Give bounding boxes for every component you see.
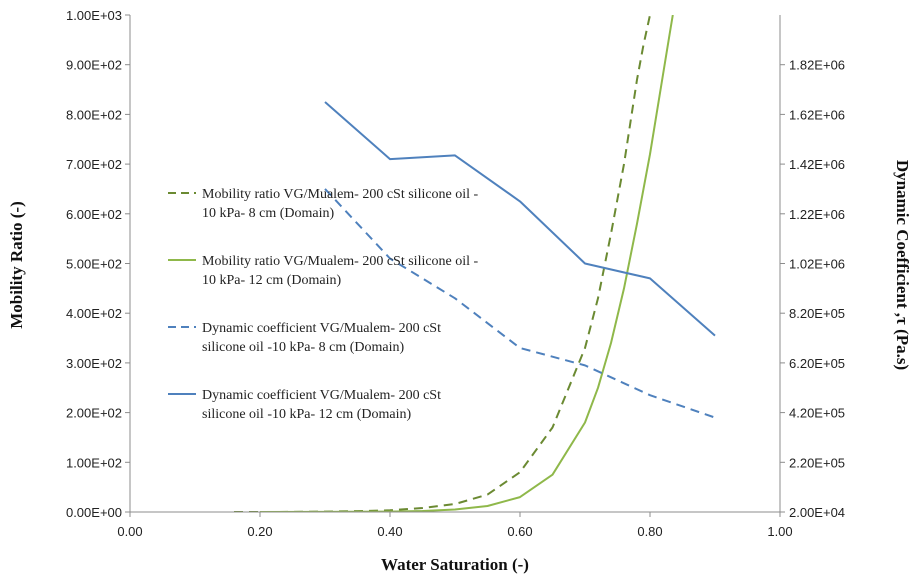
y-tick-label: 4.00E+02 <box>66 306 122 321</box>
y-tick-label: 6.00E+02 <box>66 207 122 222</box>
y2-tick-label: 2.20E+05 <box>789 455 845 470</box>
y-axis-title: Mobility Ratio (-) <box>7 201 26 328</box>
series-layer <box>234 15 716 512</box>
legend-label-4: Dynamic coefficient VG/Mualem- 200 cSt <box>202 388 441 403</box>
y2-axis-title: Dynamic Coefficient ,τ (Pa.s) <box>893 160 912 370</box>
legend: Mobility ratio VG/Mualem- 200 cSt silico… <box>168 187 479 422</box>
y2-tick-label: 1.82E+06 <box>789 58 845 73</box>
axes-layer: 0.00 0.20 0.40 0.60 0.80 1.00 0.00E+00 1.00E+02… <box>66 8 845 539</box>
legend-label-2: Mobility ratio VG/Mualem- 200 cSt silico… <box>202 254 479 269</box>
legend-label-3: silicone oil -10 kPa- 8 cm (Domain) <box>202 340 405 355</box>
y2-tick-label: 2.00E+04 <box>789 505 845 520</box>
legend-label-1: 10 kPa- 8 cm (Domain) <box>202 206 335 221</box>
y2-tick-label: 8.20E+05 <box>789 306 845 321</box>
y-tick-label: 7.00E+02 <box>66 157 122 172</box>
y-tick-label: 1.00E+03 <box>66 8 122 23</box>
y2-tick-label: 1.02E+06 <box>789 257 845 272</box>
x-tick-label: 0.00 <box>117 524 142 539</box>
legend-label-1: Mobility ratio VG/Mualem- 200 cSt silico… <box>202 187 479 202</box>
x-tick-label: 0.60 <box>507 524 532 539</box>
y2-tick-label: 1.22E+06 <box>789 207 845 222</box>
series-line-4 <box>324 101 716 337</box>
y-tick-label: 5.00E+02 <box>66 257 122 272</box>
y-tick-label: 2.00E+02 <box>66 406 122 421</box>
legend-label-3: Dynamic coefficient VG/Mualem- 200 cSt <box>202 321 441 336</box>
y-tick-label: 3.00E+02 <box>66 356 122 371</box>
y-tick-label: 8.00E+02 <box>66 107 122 122</box>
series-line-3 <box>324 188 716 419</box>
series-line-2 <box>259 15 674 512</box>
y2-tick-label: 1.62E+06 <box>789 107 845 122</box>
x-tick-label: 0.40 <box>377 524 402 539</box>
y-tick-label: 9.00E+02 <box>66 58 122 73</box>
series-line-1 <box>234 15 651 512</box>
x-tick-label: 1.00 <box>767 524 792 539</box>
y-tick-label: 0.00E+00 <box>66 505 122 520</box>
y-tick-label: 1.00E+02 <box>66 455 122 470</box>
x-tick-label: 0.80 <box>637 524 662 539</box>
legend-label-2: 10 kPa- 12 cm (Domain) <box>202 273 342 288</box>
x-axis-title: Water Saturation (-) <box>381 555 529 574</box>
y2-tick-label: 4.20E+05 <box>789 406 845 421</box>
y2-tick-label: 1.42E+06 <box>789 157 845 172</box>
legend-label-4: silicone oil -10 kPa- 12 cm (Domain) <box>202 407 412 422</box>
x-tick-label: 0.20 <box>247 524 272 539</box>
y2-tick-label: 6.20E+05 <box>789 356 845 371</box>
